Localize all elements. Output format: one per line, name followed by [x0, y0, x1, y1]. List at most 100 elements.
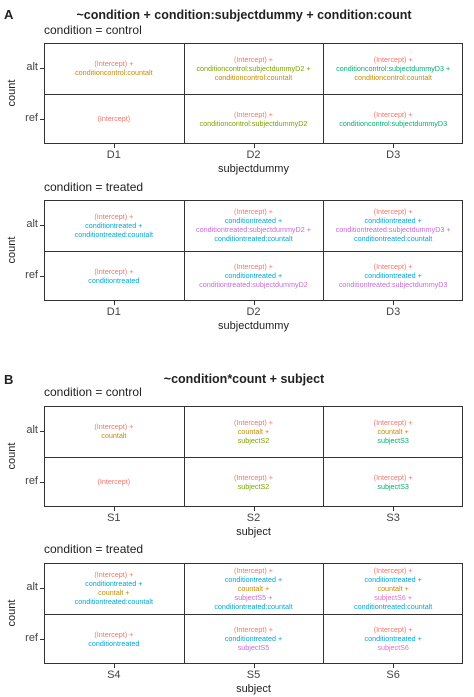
panel-a-title: ~condition + condition:subjectdummy + co… — [76, 8, 412, 22]
grid-cell: (Intercept) + conditiontreated + countalt … — [44, 563, 184, 614]
model-term: conditioncontrol:countalt — [354, 72, 432, 82]
x-tick-label: D2 — [246, 306, 261, 318]
model-term: (Intercept) + — [234, 207, 273, 217]
y-axis-title: count — [6, 79, 18, 106]
x-tick-label: S2 — [246, 512, 261, 524]
model-term: (Intercept) + — [94, 629, 134, 639]
grid-cell: (Intercept) + subjectS2 — [184, 457, 324, 508]
model-term: conditiontreated:subjectdummyD3 + — [335, 225, 451, 235]
grid-cell: (Intercept) + countalt + subjectS3 — [323, 406, 463, 457]
x-tick-mark — [253, 664, 255, 668]
y-tick-mark — [40, 431, 44, 433]
panel-b-facet-control-label: condition = control — [44, 385, 142, 399]
model-term: (Intercept) + — [373, 472, 413, 482]
model-term: conditiontreated + — [85, 220, 143, 230]
model-term: countalt + — [237, 426, 270, 436]
x-tick-label: D3 — [386, 306, 401, 318]
x-axis-title: subject — [236, 526, 271, 538]
panel-b-letter: B — [4, 372, 14, 387]
panel-a-facet-control-label: condition = control — [44, 23, 142, 37]
model-term: countalt + — [98, 588, 130, 598]
y-tick-label: alt — [26, 218, 38, 231]
model-term: conditiontreated + — [224, 216, 283, 226]
grid-cell: (Intercept) + conditiontreated + countalt … — [184, 563, 324, 614]
y-axis-title: count — [6, 236, 18, 263]
grid-cell: (Intercept) + conditiontreated + condition… — [44, 200, 184, 251]
model-term: conditiontreated — [88, 275, 140, 285]
x-tick-mark — [253, 144, 255, 148]
grid-cell: (Intercept) + conditiontreated + condition… — [323, 251, 463, 302]
model-term: (Intercept) + — [373, 625, 413, 635]
x-tick-mark — [253, 507, 255, 511]
model-term: conditiontreated:countalt — [353, 601, 433, 611]
model-term: conditioncontrol:subjectdummyD3 — [339, 118, 448, 128]
panel-a-facet-treated-label: condition = treated — [44, 180, 144, 194]
grid-cell: (Intercept) + conditiontreated + subjectS6 — [323, 614, 463, 665]
model-term: conditiontreated:countalt — [74, 597, 153, 607]
x-tick-mark — [113, 507, 115, 511]
grid-cell: (Intercept) + conditiontreated + condition… — [184, 251, 324, 302]
grid-cell: (Intercept) + conditiontreated — [44, 251, 184, 302]
grid-cell: (Intercept) + conditiontreated + condition… — [184, 200, 324, 251]
model-term: subjectS6 — [377, 643, 409, 653]
x-tick-mark — [113, 301, 115, 305]
grid-cell: (Intercept) + countalt — [44, 406, 184, 457]
panel-b-facet-treated-row-divider — [44, 613, 463, 615]
model-term: conditiontreated:countalt — [74, 229, 153, 239]
model-term: countalt + — [237, 583, 270, 593]
x-tick-label: D1 — [106, 149, 121, 161]
model-term: conditiontreated — [88, 638, 140, 648]
model-term: (Intercept) + — [234, 417, 273, 427]
y-tick-label: alt — [26, 61, 38, 74]
model-term: (Intercept) + — [373, 262, 413, 272]
model-term: conditiontreated + — [364, 574, 422, 584]
x-tick-mark — [253, 301, 255, 305]
grid-cell: (Intercept) + conditioncontrol:subjectdum… — [184, 94, 324, 145]
y-axis-title: count — [6, 442, 18, 469]
x-tick-mark — [113, 664, 115, 668]
grid-cell: (Intercept) + conditioncontrol:subjectdum… — [323, 43, 463, 94]
model-term: subjectS5 + — [234, 592, 273, 602]
model-term: (Intercept) + — [373, 565, 413, 575]
y-axis-title: count — [6, 599, 18, 626]
model-term: subjectS6 + — [374, 592, 413, 602]
model-term: conditiontreated + — [364, 271, 422, 281]
model-term: conditiontreated:countalt — [214, 601, 293, 611]
grid-cell: (Intercept) + conditioncontrol:subjectdum… — [323, 94, 463, 145]
model-term: (Intercept) + — [373, 417, 413, 427]
y-tick-mark — [40, 68, 44, 70]
y-tick-label: alt — [26, 581, 38, 594]
model-term: (Intercept) + — [373, 207, 413, 217]
y-tick-mark — [40, 588, 44, 590]
x-tick-mark — [393, 301, 395, 305]
model-term: (Intercept) + — [234, 565, 273, 575]
grid-cell: (Intercept) + conditiontreated + condition… — [323, 200, 463, 251]
x-tick-label: S3 — [386, 512, 400, 524]
x-tick-label: D3 — [386, 149, 401, 161]
model-term: conditiontreated:subjectdummyD2 + — [196, 225, 311, 235]
y-tick-mark — [40, 638, 44, 640]
x-tick-label: S5 — [246, 669, 261, 681]
model-term: (Intercept) + — [373, 109, 413, 119]
grid-cell: (Intercept) + conditioncontrol:countalt — [44, 43, 184, 94]
model-term: (Intercept) + — [94, 211, 134, 221]
grid-cell: (Intercept) — [44, 457, 184, 508]
model-term: (Intercept) + — [94, 570, 134, 580]
model-term: conditiontreated:subjectdummyD2 — [199, 280, 308, 290]
model-term: conditiontreated + — [224, 271, 283, 281]
x-tick-label: S1 — [107, 512, 121, 524]
x-tick-mark — [113, 144, 115, 148]
grid-cell: (Intercept) + conditioncontrol:subjectdum… — [184, 43, 324, 94]
model-term: conditiontreated:countalt — [214, 234, 293, 244]
model-term: conditiontreated + — [364, 634, 422, 644]
model-term: (Intercept) — [97, 477, 131, 487]
model-term: conditiontreated + — [85, 579, 143, 589]
model-term: subjectS5 — [237, 643, 270, 653]
grid-cell: (Intercept) + conditiontreated + countalt … — [323, 563, 463, 614]
grid-cell: (Intercept) + countalt + subjectS2 — [184, 406, 324, 457]
model-term: (Intercept) + — [373, 54, 413, 64]
grid-cell: (Intercept) — [44, 94, 184, 145]
model-term: (Intercept) + — [234, 625, 273, 635]
y-tick-label: alt — [26, 424, 38, 437]
model-term: conditiontreated:subjectdummyD3 — [338, 280, 448, 290]
